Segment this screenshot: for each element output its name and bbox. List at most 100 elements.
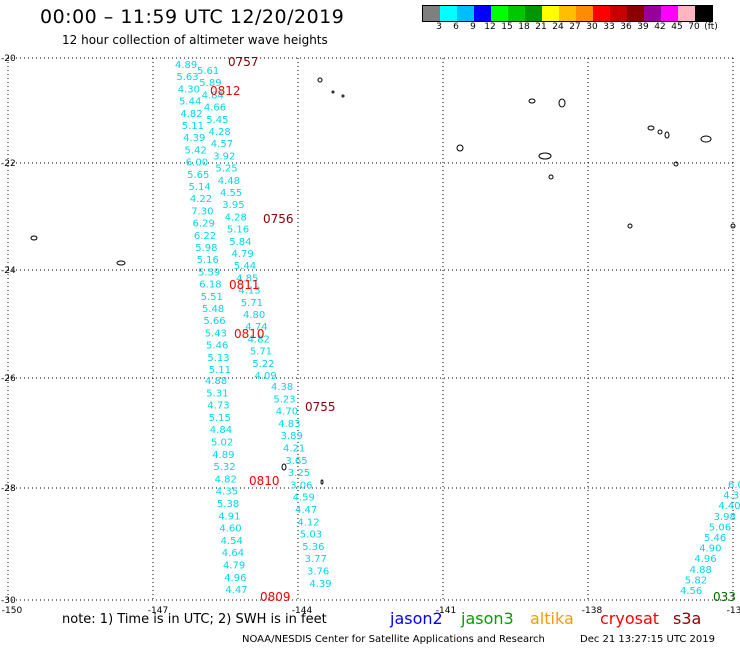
track-value: 4.28 [225, 212, 247, 223]
legend-label: 39 [637, 22, 649, 32]
track-value: 4.96 [224, 573, 246, 584]
pass-time-label: 0755 [305, 400, 336, 414]
island-outline [657, 129, 663, 135]
legend-jason2: jason2 [390, 609, 443, 628]
track-value: 3.76 [307, 567, 329, 578]
legend-swatch [423, 6, 440, 21]
track-value: 5.71 [241, 298, 263, 309]
track-value: 4.38 [271, 382, 293, 393]
track-value: 4.73 [207, 401, 229, 412]
track-value: 4.88 [205, 376, 227, 387]
track-value: 4.21 [283, 444, 305, 455]
track-values: 4.895.615.635.894.304.845.444.664.825.45… [175, 60, 740, 597]
track-value: 4.89 [212, 450, 234, 461]
track-value: 4.56 [680, 586, 702, 597]
track-value: 3.77 [305, 554, 327, 565]
lon-label: -141 [436, 606, 456, 616]
legend-label: 36 [620, 22, 632, 32]
track-value: 4.84 [202, 90, 224, 101]
track-value: 5.46 [206, 341, 228, 352]
track-value: 4.13 [238, 286, 260, 297]
track-value: 3.98 [714, 512, 736, 523]
legend-label: 18 [518, 22, 530, 32]
track-value: 5.11 [182, 121, 204, 132]
lon-label: -138 [582, 606, 603, 616]
track-value: 3.92 [213, 151, 235, 162]
legend-swatch [457, 6, 474, 21]
track-value: 5.51 [201, 292, 223, 303]
legend-label: 21 [535, 22, 547, 32]
island-outline [320, 479, 324, 485]
track-value: 4.57 [211, 139, 233, 150]
track-value: 5.43 [205, 328, 227, 339]
island-outline [456, 144, 464, 152]
track-value: 4.79 [223, 561, 245, 572]
lat-label: -28 [1, 484, 16, 494]
pass-time-label: 0757 [228, 55, 259, 69]
track-value: 5.44 [179, 97, 201, 108]
track-value: 5.82 [685, 575, 707, 586]
track-value: 4.22 [190, 194, 212, 205]
track-value: 6.18 [199, 280, 221, 291]
lon-label: -147 [148, 606, 168, 616]
track-value: 5.44 [234, 261, 256, 272]
track-value: 4.12 [297, 517, 319, 528]
pass-time-label: 0809 [260, 590, 291, 604]
legend-swatch [474, 6, 491, 21]
track-value: 4.28 [209, 127, 231, 138]
legend-label: 42 [654, 22, 666, 32]
axis-labels: -150 -147 -144 -141 -138 -13 -20 -22 -24 -26 -28 -3… [1, 54, 740, 616]
legend-altika: altika [530, 609, 574, 628]
track-value: 5.59 [198, 267, 220, 278]
track-value: 5.14 [189, 182, 211, 193]
island-outline [673, 161, 679, 167]
island-outline [528, 98, 536, 104]
page-title: 00:00 – 11:59 UTC 12/20/2019 [40, 6, 345, 28]
track-value: 5.22 [252, 359, 274, 370]
legend-cryosat: cryosat [600, 609, 660, 628]
island-outline [281, 463, 287, 471]
track-value: 5.15 [209, 413, 231, 424]
track-value: 5.13 [207, 353, 229, 364]
legend-label: 6 [453, 22, 459, 32]
track-value: 5.45 [206, 115, 228, 126]
track-value: 5.89 [199, 78, 221, 89]
lat-label: -22 [1, 159, 16, 169]
island-outline [647, 125, 655, 131]
island-outline [730, 223, 736, 229]
legend-label: 27 [569, 22, 581, 32]
island-outlines [30, 77, 736, 485]
track-value: 4.79 [232, 249, 254, 260]
pass-time-label: 0810 [234, 327, 265, 341]
track-value: 4.66 [204, 103, 226, 114]
island-outline [558, 98, 566, 108]
track-value: 4.47 [295, 505, 317, 516]
legend-swatch [440, 6, 457, 21]
legend-label: 9 [470, 22, 476, 32]
track-value: 4.80 [243, 310, 265, 321]
legend-label: 70 [688, 22, 700, 32]
legend-label: 3 [436, 22, 442, 32]
track-value: 4.82 [215, 474, 237, 485]
track-value: 5.23 [273, 394, 295, 405]
pass-time-labels: 0757 0812 0756 0811 0810 0755 0810 0809 033 [210, 55, 736, 604]
track-value: 4.74 [245, 322, 267, 333]
track-value: 5.06 [709, 522, 731, 533]
track-value: 5.42 [184, 145, 206, 156]
track-value: 4.30 [178, 84, 200, 95]
track-value: 5.02 [211, 438, 233, 449]
track-value: 5.03 [300, 530, 322, 541]
lat-label: -20 [1, 54, 16, 64]
track-value: 7.30 [191, 206, 213, 217]
island-outline [30, 235, 38, 241]
legend-swatch [593, 6, 610, 21]
track-value: 5.48 [202, 304, 224, 315]
island-outline [341, 94, 345, 98]
track-value: 5.25 [215, 164, 237, 175]
legend-label: 30 [586, 22, 598, 32]
track-value: 4.3 [723, 491, 739, 502]
pass-time-label: 0811 [229, 278, 260, 292]
track-value: 5.63 [176, 72, 198, 83]
legend-swatch [661, 6, 678, 21]
